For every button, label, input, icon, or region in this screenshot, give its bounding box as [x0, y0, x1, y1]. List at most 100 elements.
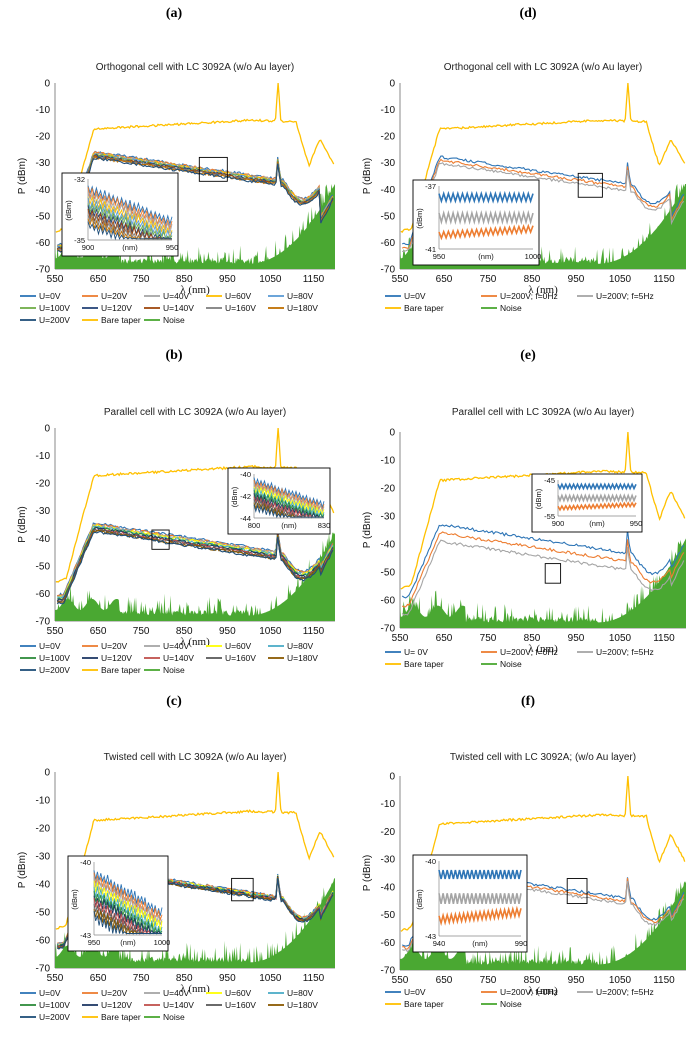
- x-tick-label: 950: [219, 274, 236, 285]
- x-tick-label: 1150: [303, 626, 325, 637]
- y-axis-label-d: P (dBm): [362, 158, 373, 195]
- series-line: [56, 528, 334, 603]
- chart-panel-d: Orthogonal cell with LC 3092A (w/o Au la…: [362, 62, 686, 313]
- legend-entry: U=160V: [225, 653, 256, 663]
- y-tick-label: 0: [389, 79, 395, 90]
- series-noise-c: [55, 878, 335, 968]
- chart-title-f: Twisted cell with LC 3092A; (w/o Au laye…: [450, 752, 636, 763]
- chart-title-b: Parallel cell with LC 3092A (w/o Au laye…: [104, 407, 286, 418]
- legend-entry: Bare taper: [404, 303, 444, 313]
- inset-series-line: [253, 504, 324, 519]
- series-line: [56, 525, 334, 599]
- legend-d: U=0V U=200V; f=0Hz U=200V; f=5Hz Bare taper…: [385, 291, 654, 313]
- inset-y-tick: -55: [544, 512, 555, 521]
- x-tick-label: 650: [90, 973, 107, 984]
- panel-label-d: (d): [519, 6, 537, 21]
- inset-series-line: [93, 872, 163, 922]
- x-tick-label: 1050: [609, 274, 632, 285]
- series-bare-taper-f: [400, 775, 686, 932]
- x-tick-label: 950: [568, 975, 585, 986]
- legend-b: U=0V U=20V U=40V U=60V U=80V U=100V U=120V U=14…: [20, 641, 318, 675]
- legend-entry: Noise: [500, 303, 522, 313]
- x-tick-label: 550: [47, 274, 64, 285]
- inset-a: -32 -35 (dBm) 900 950 (nm): [61, 172, 179, 257]
- inset-x-tick: 830: [318, 521, 331, 530]
- inset-y-unit: (dBm): [70, 889, 79, 910]
- x-tick-label: 650: [436, 633, 453, 644]
- series-line: [57, 529, 334, 603]
- y-tick-label: 0: [44, 79, 50, 90]
- y-tick-label: -50: [36, 211, 51, 222]
- y-tick-label: -50: [381, 568, 396, 579]
- legend-entry: U=60V: [225, 988, 252, 998]
- series-noise-b: [55, 532, 335, 621]
- inset-series-line: [253, 477, 325, 510]
- series-line: [57, 523, 334, 597]
- x-tick-label: 850: [176, 274, 193, 285]
- inset-b: -40 -42 -44(dBm) 800 830 (nm): [227, 467, 331, 535]
- inset-x-tick: 950: [166, 243, 179, 252]
- legend-entry: Noise: [163, 1012, 185, 1022]
- zoom-box-a: [198, 156, 228, 182]
- legend-entry: U=200V: [39, 315, 70, 325]
- y-tick-label: -40: [36, 534, 51, 545]
- chart-panel-a: Orthogonal cell with LC 3092A (w/o Au la…: [17, 62, 335, 325]
- x-axis-label-c: λ (nm): [180, 983, 210, 995]
- inset-series-line: [93, 890, 163, 935]
- inset-x-tick: 900: [82, 243, 95, 252]
- inset-series-line: [87, 187, 173, 231]
- series-bare-taper-a: [55, 82, 335, 233]
- x-tick-label: 1050: [259, 626, 282, 637]
- legend-entry: U=0V: [39, 291, 61, 301]
- x-tick-label: 650: [90, 274, 107, 285]
- legend-entry: U=100V: [39, 303, 70, 313]
- legend-entry: Bare taper: [101, 1012, 141, 1022]
- chart-title-a: Orthogonal cell with LC 3092A (w/o Au la…: [96, 62, 294, 73]
- inset-series-line: [438, 223, 534, 241]
- legend-entry: Bare taper: [101, 665, 141, 675]
- x-axis-label-b: λ (nm): [180, 636, 210, 648]
- inset-x-tick: 1000: [154, 938, 171, 947]
- inset-series-line: [87, 197, 173, 241]
- inset-series-line: [87, 203, 173, 241]
- inset-y-tick: -40: [80, 858, 91, 867]
- inset-y-tick: -32: [74, 175, 85, 184]
- legend-entry: U=0V: [39, 988, 61, 998]
- panel-label-c: (c): [166, 694, 182, 709]
- chart-panel-f: Twisted cell with LC 3092A; (w/o Au laye…: [362, 752, 686, 1009]
- y-axis-label-b: P (dBm): [17, 506, 28, 543]
- x-tick-label: 850: [524, 633, 541, 644]
- y-tick-label: -70: [36, 964, 51, 975]
- panel-label-b: (b): [165, 348, 183, 363]
- y-tick-label: -60: [36, 238, 51, 249]
- inset-series-line: [557, 493, 637, 503]
- panel-label-a: (a): [165, 6, 183, 21]
- legend-entry: U=60V: [225, 641, 252, 651]
- y-axis-label-e: P (dBm): [362, 512, 373, 549]
- inset-y-tick: -43: [80, 931, 91, 940]
- series-line: [401, 539, 685, 616]
- chart-title-e: Parallel cell with LC 3092A (w/o Au laye…: [452, 407, 634, 418]
- legend-entry: U=180V: [287, 1000, 318, 1010]
- x-tick-label: 850: [524, 975, 541, 986]
- y-tick-label: -70: [381, 265, 396, 276]
- series-line: [401, 158, 685, 249]
- legend-entry: U= 0V: [404, 647, 428, 657]
- x-tick-label: 850: [176, 626, 193, 637]
- x-tick-label: 650: [436, 274, 453, 285]
- legend-entry: U=20V: [101, 641, 128, 651]
- y-tick-label: -50: [381, 211, 396, 222]
- x-axis-label-a: λ (nm): [180, 284, 210, 296]
- y-tick-label: -50: [36, 561, 51, 572]
- inset-series-line: [438, 190, 534, 204]
- inset-x-tick: 950: [433, 252, 446, 261]
- y-tick-label: -70: [36, 265, 51, 276]
- inset-x-tick: (nm): [472, 939, 488, 948]
- inset-x-tick: (nm): [589, 519, 605, 528]
- x-tick-label: 950: [219, 973, 236, 984]
- x-axis-label-d: λ (nm): [528, 284, 558, 296]
- legend-entry: U=20V: [101, 988, 128, 998]
- legend-entry: U=0V: [404, 987, 426, 997]
- legend-entry: U=140V: [163, 653, 194, 663]
- series-line: [401, 524, 685, 599]
